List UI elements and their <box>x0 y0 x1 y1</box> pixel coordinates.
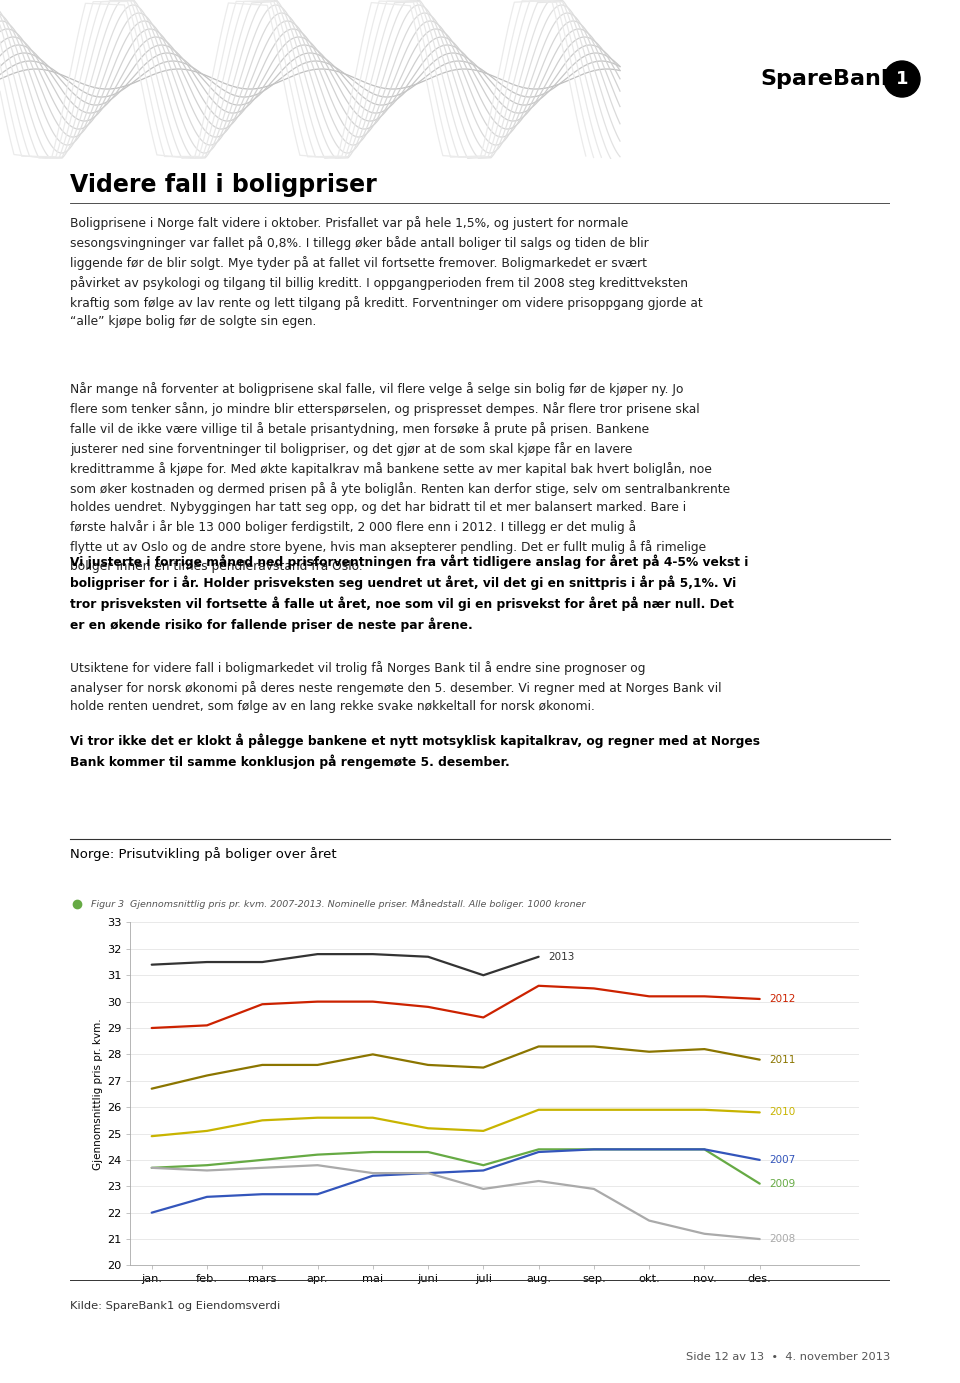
Text: 1: 1 <box>896 71 908 89</box>
Circle shape <box>884 61 920 97</box>
Text: Når mange nå forventer at boligprisene skal falle, vil flere velge å selge sin b: Når mange nå forventer at boligprisene s… <box>70 382 731 573</box>
Text: Vi justerte i forrige måned ned prisforventningen fra vårt tidligere anslag for : Vi justerte i forrige måned ned prisforv… <box>70 555 749 632</box>
Text: Vi tror ikke det er klokt å pålegge bankene et nytt motsyklisk kapitalkrav, og r: Vi tror ikke det er klokt å pålegge bank… <box>70 734 760 769</box>
Text: 2011: 2011 <box>770 1055 796 1065</box>
Text: Figur 3  Gjennomsnittlig pris pr. kvm. 2007-2013. Nominelle priser. Månedstall. : Figur 3 Gjennomsnittlig pris pr. kvm. 20… <box>90 899 585 910</box>
Text: SpareBank: SpareBank <box>760 69 896 89</box>
Text: 2012: 2012 <box>770 994 796 1004</box>
Text: 2013: 2013 <box>548 952 575 961</box>
Text: Side 12 av 13  •  4. november 2013: Side 12 av 13 • 4. november 2013 <box>685 1351 890 1362</box>
Y-axis label: Gjennomsnittlig pris pr. kvm.: Gjennomsnittlig pris pr. kvm. <box>92 1018 103 1170</box>
Text: Utsiktene for videre fall i boligmarkedet vil trolig få Norges Bank til å endre : Utsiktene for videre fall i boligmarkede… <box>70 661 722 714</box>
Text: 2009: 2009 <box>770 1178 796 1188</box>
Text: Boligprisene i Norge falt videre i oktober. Prisfallet var på hele 1,5%, og just: Boligprisene i Norge falt videre i oktob… <box>70 216 703 329</box>
Text: Norge: Prisutvikling på boliger over året: Norge: Prisutvikling på boliger over åre… <box>70 848 337 862</box>
Text: 2007: 2007 <box>770 1155 796 1164</box>
Text: 2010: 2010 <box>770 1108 796 1117</box>
Text: 2008: 2008 <box>770 1234 796 1245</box>
Text: Kilde: SpareBank1 og Eiendomsverdi: Kilde: SpareBank1 og Eiendomsverdi <box>70 1300 280 1311</box>
Text: Videre fall i boligpriser: Videre fall i boligpriser <box>70 173 377 196</box>
